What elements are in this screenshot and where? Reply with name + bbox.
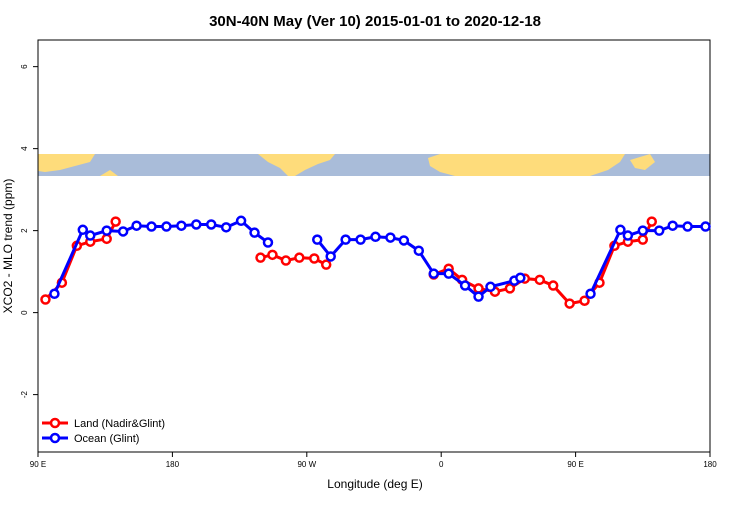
- point: [428, 268, 439, 279]
- y-tick-label: -2: [20, 391, 29, 399]
- y-tick-label: 4: [20, 146, 29, 151]
- x-tick-label: 90 E: [567, 460, 583, 469]
- point: [355, 234, 366, 245]
- point: [653, 225, 665, 236]
- x-tick-label: 180: [703, 460, 717, 469]
- point: [682, 221, 693, 232]
- point: [385, 232, 396, 243]
- point: [280, 255, 292, 266]
- point: [131, 220, 142, 231]
- point: [235, 215, 247, 227]
- point: [667, 220, 678, 231]
- point: [473, 283, 484, 294]
- point: [413, 245, 425, 256]
- point: [40, 294, 51, 305]
- point: [459, 280, 471, 291]
- x-axis-label: Longitude (deg E): [327, 477, 422, 491]
- point: [370, 231, 381, 243]
- y-axis-label: XCO2 - MLO trend (ppm): [1, 179, 15, 314]
- point: [101, 233, 112, 245]
- point: [547, 280, 559, 291]
- point: [637, 225, 649, 236]
- point: [110, 216, 121, 227]
- legend-marker: [49, 417, 61, 429]
- point: [312, 234, 323, 245]
- point: [320, 259, 332, 270]
- point: [255, 252, 266, 263]
- point: [117, 226, 129, 237]
- point: [267, 249, 278, 261]
- point: [340, 234, 351, 245]
- point: [398, 235, 410, 246]
- y-tick-label: 2: [20, 228, 29, 233]
- point: [504, 283, 516, 294]
- point: [700, 221, 711, 232]
- point: [176, 220, 187, 231]
- point: [146, 221, 157, 232]
- x-tick-label: 180: [166, 460, 180, 469]
- point: [637, 234, 649, 245]
- point: [534, 274, 546, 286]
- point: [585, 288, 596, 300]
- y-tick-label: 6: [20, 64, 29, 69]
- point: [249, 227, 260, 238]
- point: [309, 253, 320, 264]
- point: [485, 281, 496, 293]
- point: [294, 252, 305, 263]
- chart-title: 30N-40N May (Ver 10) 2015-01-01 to 2020-…: [209, 13, 541, 30]
- point: [615, 224, 626, 236]
- point: [646, 216, 658, 227]
- point: [473, 291, 484, 302]
- map-strip: [38, 154, 710, 176]
- point: [325, 251, 336, 262]
- point: [85, 230, 96, 241]
- legend-label: Land (Nadir&Glint): [74, 418, 165, 430]
- point: [77, 224, 89, 236]
- point: [205, 219, 217, 230]
- point: [191, 219, 202, 230]
- point: [101, 225, 112, 236]
- point: [564, 298, 575, 309]
- y-tick-label: 0: [20, 310, 29, 315]
- x-tick-label: 90 W: [297, 460, 316, 469]
- legend-marker: [49, 432, 61, 444]
- point: [49, 288, 60, 300]
- plot-frame: [37, 39, 711, 453]
- point: [579, 295, 590, 306]
- point: [161, 221, 172, 232]
- point: [443, 268, 454, 279]
- point: [220, 222, 232, 233]
- point: [262, 237, 274, 248]
- x-tick-label: 0: [439, 460, 444, 469]
- x-tick-label: 90 E: [30, 460, 46, 469]
- legend-label: Ocean (Glint): [74, 433, 139, 445]
- point: [515, 272, 526, 284]
- point: [622, 230, 634, 241]
